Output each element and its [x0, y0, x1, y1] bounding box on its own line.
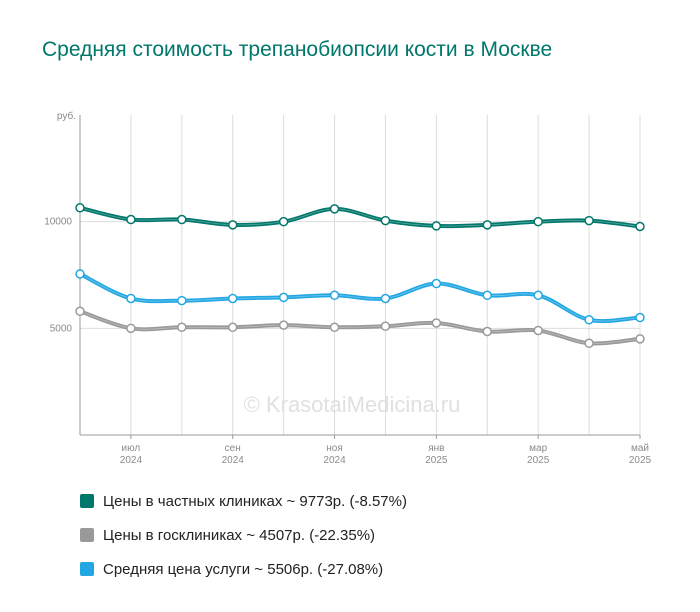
data-point: [329, 204, 340, 214]
data-point: [177, 295, 187, 306]
line-chart: © KrasotaiMedicina.ru руб.500010000июл20…: [44, 110, 651, 466]
grid: [80, 115, 641, 435]
x-tick-label-year: 2025: [527, 455, 550, 466]
points: [75, 203, 645, 349]
data-point: [278, 320, 289, 330]
y-tick-label: 10000: [44, 217, 72, 228]
data-point: [278, 216, 289, 227]
legend-swatch: [80, 528, 94, 542]
data-point: [533, 325, 543, 336]
data-point: [75, 306, 85, 317]
data-point: [177, 322, 187, 333]
data-point: [177, 214, 187, 225]
data-point: [75, 269, 85, 279]
data-point: [75, 203, 85, 213]
data-point: [482, 220, 493, 230]
x-tick-label-year: 2024: [222, 455, 245, 466]
data-point: [380, 293, 391, 304]
data-point: [635, 312, 645, 323]
data-point: [126, 293, 136, 304]
data-point: [584, 338, 594, 349]
legend: Цены в частных клиниках ~ 9773р. (-8.57%…: [80, 484, 407, 586]
series-line-highlight: [79, 273, 641, 322]
data-point: [431, 318, 442, 328]
series: [78, 205, 642, 346]
x-tick-label-month: май: [631, 443, 649, 454]
data-point: [635, 334, 645, 344]
data-point: [635, 221, 645, 232]
legend-item-private[interactable]: Цены в частных клиниках ~ 9773р. (-8.57%…: [80, 484, 407, 518]
data-point: [227, 220, 238, 230]
x-tick-label-year: 2025: [425, 455, 448, 466]
series-line-highlight: [79, 207, 641, 227]
legend-swatch: [80, 562, 94, 576]
data-point: [431, 221, 442, 231]
data-point: [482, 290, 493, 301]
data-point: [380, 215, 391, 226]
series-line: [78, 205, 642, 229]
data-point: [482, 326, 493, 337]
chart-title: Средняя стоимость трепанобиопсии кости в…: [42, 38, 553, 61]
data-point: [533, 290, 543, 301]
data-point: [126, 214, 136, 225]
axes: руб.500010000июл2024сен2024ноя2024янв202…: [44, 110, 651, 466]
x-tick-label-month: сен: [225, 443, 241, 454]
data-point: [126, 323, 136, 334]
x-tick-label-year: 2024: [323, 455, 346, 466]
data-point: [533, 216, 543, 227]
data-point: [431, 278, 442, 289]
data-point: [329, 290, 340, 301]
x-tick-label-year: 2025: [629, 455, 652, 466]
y-axis-unit: руб.: [57, 110, 76, 122]
legend-label: Средняя цена услуги ~ 5506р. (-27.08%): [103, 560, 384, 578]
legend-item-public[interactable]: Цены в госклиниках ~ 4507р. (-22.35%): [80, 518, 407, 552]
data-point: [380, 321, 391, 331]
legend-swatch: [80, 494, 94, 508]
x-tick-label-month: июл: [122, 443, 141, 454]
data-point: [584, 215, 594, 226]
data-point: [584, 315, 594, 325]
y-tick-label: 5000: [50, 323, 73, 334]
data-point: [227, 293, 238, 304]
legend-label: Цены в частных клиниках ~ 9773р. (-8.57%…: [103, 492, 407, 510]
x-tick-label-month: мар: [529, 443, 547, 454]
x-tick-label-month: ноя: [326, 443, 343, 454]
data-point: [227, 322, 238, 333]
watermark: © KrasotaiMedicina.ru: [244, 392, 461, 417]
legend-item-average[interactable]: Средняя цена услуги ~ 5506р. (-27.08%): [80, 552, 407, 586]
legend-label: Цены в госклиниках ~ 4507р. (-22.35%): [103, 526, 376, 544]
data-point: [278, 292, 289, 303]
data-point: [329, 322, 340, 333]
x-tick-label-month: янв: [428, 443, 444, 454]
x-tick-label-year: 2024: [120, 455, 143, 466]
